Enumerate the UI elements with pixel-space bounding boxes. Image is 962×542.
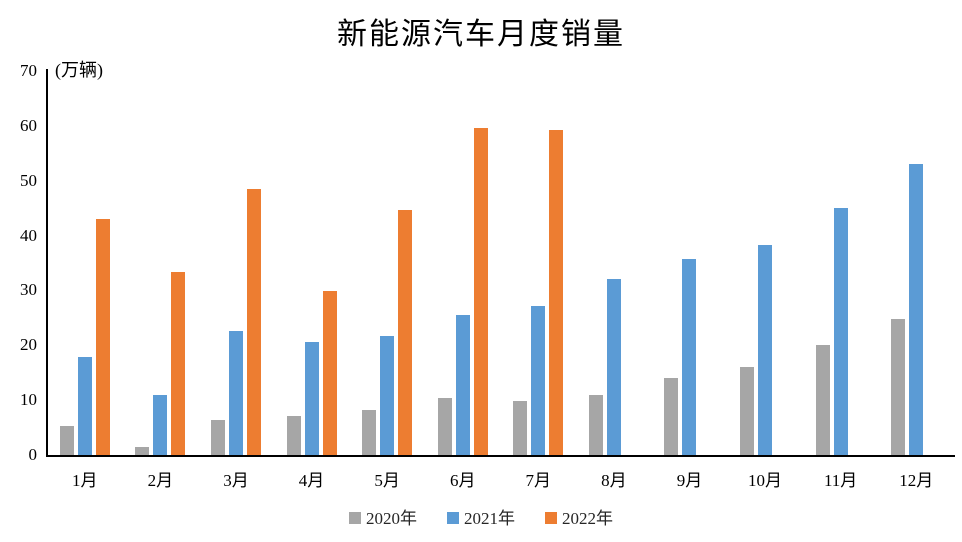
bar-2022年-1月 [95, 218, 110, 455]
legend: 2020年 2021年 2022年 [0, 505, 962, 531]
bar-2021年-9月 [682, 259, 697, 455]
y-tick-label: 40 [20, 225, 37, 245]
bar-2020年-8月 [588, 395, 603, 455]
y-tick-label: 70 [20, 61, 37, 80]
y-tick-label: 0 [28, 445, 38, 464]
legend-swatch-icon [447, 512, 459, 524]
y-axis-line [46, 69, 48, 457]
x-axis-line [46, 455, 955, 457]
bar-2022年-3月 [246, 189, 261, 455]
legend-label: 2020年 [366, 508, 417, 528]
x-tick-label-11月: 11月 [823, 471, 858, 490]
x-tick-label-8月: 8月 [601, 471, 627, 490]
bar-2022年-5月 [398, 209, 413, 455]
legend-swatch-icon [349, 512, 361, 524]
bar-2020年-6月 [437, 397, 452, 455]
legend-label: 2022年 [562, 508, 613, 528]
legend-label: 2021年 [464, 508, 515, 528]
bar-2020年-4月 [286, 415, 301, 455]
bar-2022年-7月 [549, 129, 564, 455]
legend-item-2020年: 2020年 [349, 510, 417, 527]
x-tick-label-5月: 5月 [374, 471, 400, 490]
bar-2021年-7月 [531, 306, 546, 455]
bar-2020年-11月 [815, 345, 830, 455]
bar-2021年-4月 [304, 341, 319, 455]
bar-2020年-10月 [740, 366, 755, 455]
legend-item-2021年: 2021年 [447, 510, 515, 527]
y-tick-label: 20 [20, 335, 37, 355]
chart-title: 新能源汽车月度销量 [337, 18, 625, 51]
x-tick-label-3月: 3月 [223, 471, 249, 490]
x-tick-label-1月: 1月 [72, 471, 98, 490]
bar-2021年-8月 [606, 278, 621, 455]
y-tick-label: 50 [20, 170, 37, 190]
x-tick-label-7月: 7月 [525, 471, 552, 490]
x-tick-label-10月: 10月 [748, 471, 783, 490]
bar-2020年-3月 [210, 419, 225, 455]
bar-2021年-2月 [153, 394, 168, 455]
bar-2021年-10月 [758, 244, 773, 455]
bar-2020年-9月 [664, 377, 679, 455]
bar-2022年-4月 [322, 290, 337, 455]
x-tick-label-9月: 9月 [676, 471, 703, 490]
bar-2020年-7月 [513, 401, 528, 455]
bar-2020年-5月 [362, 410, 377, 455]
x-tick-label-4月: 4月 [298, 471, 325, 490]
y-tick-label: 60 [20, 115, 37, 135]
y-tick-label: 30 [20, 280, 37, 300]
bar-2021年-5月 [380, 335, 395, 455]
bar-2021年-1月 [77, 356, 92, 455]
x-tick-label-12月: 12月 [899, 471, 934, 490]
bar-2021年-6月 [455, 314, 470, 455]
y-tick-label: 10 [20, 390, 37, 410]
bar-2021年-12月 [909, 163, 924, 455]
y-axis-unit-label: (万辆) [55, 60, 103, 80]
legend-item-2022年: 2022年 [545, 510, 613, 527]
x-tick-label-6月: 6月 [449, 471, 476, 490]
bar-2020年-1月 [59, 426, 74, 455]
legend-swatch-icon [545, 512, 557, 524]
bar-2022年-6月 [473, 128, 488, 455]
bar-2021年-11月 [833, 208, 848, 455]
x-tick-label-2月: 2月 [147, 471, 174, 490]
bar-2021年-3月 [228, 331, 243, 455]
bar-2020年-2月 [135, 446, 150, 455]
bar-2022年-2月 [171, 271, 186, 455]
bar-2020年-12月 [891, 318, 906, 455]
